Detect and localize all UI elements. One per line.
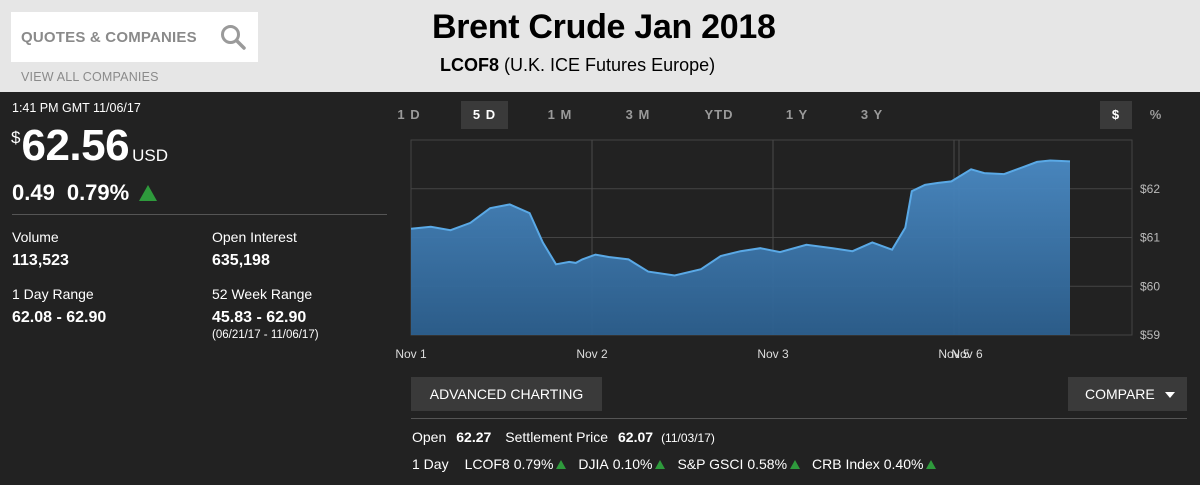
range-tab-1d[interactable]: 1 D <box>397 107 421 122</box>
settlement-date: (11/03/17) <box>661 431 715 445</box>
index-value: 0.58% <box>747 456 788 472</box>
volume-label: Volume <box>12 229 59 245</box>
x-tick-label: Nov 6 <box>951 347 983 361</box>
compare-button[interactable]: COMPARE <box>1068 377 1187 411</box>
settlement-value: 62.07 <box>618 429 654 445</box>
day-range-label: 1 Day Range <box>12 286 94 302</box>
price-value: 62.56 <box>21 121 130 170</box>
divider <box>12 214 387 215</box>
divider <box>411 418 1187 419</box>
symbol: LCOF8 <box>440 55 500 75</box>
y-axis: $62 $61 $60 $59 <box>1140 182 1160 342</box>
change-percent: 0.79% <box>66 180 130 205</box>
view-all-companies-link[interactable]: VIEW ALL COMPANIES <box>21 70 159 84</box>
settlement-label: Settlement Price <box>505 429 609 445</box>
x-tick-label: Nov 5 <box>938 347 970 361</box>
index-name: LCOF8 <box>464 456 510 472</box>
x-tick-label: Nov 3 <box>757 347 789 361</box>
day-label: 1 Day <box>412 456 449 472</box>
up-arrow-icon <box>790 459 801 469</box>
index-djia[interactable]: DJIA 0.10% <box>578 456 666 472</box>
index-name: DJIA <box>578 456 609 472</box>
advanced-charting-button[interactable]: ADVANCED CHARTING <box>411 377 602 411</box>
y-tick-label: $60 <box>1140 279 1160 293</box>
price-display: $ 62.56 USD <box>11 120 168 172</box>
chart-line <box>410 159 1071 277</box>
page-title: Brent Crude Jan 2018 <box>432 8 776 46</box>
price-currency: $ <box>11 128 21 147</box>
open-value: 62.27 <box>456 429 492 445</box>
index-name: CRB Index <box>812 456 880 472</box>
change-value: 0.49 <box>12 180 55 205</box>
index-value: 0.10% <box>612 456 653 472</box>
caret-down-icon <box>1164 392 1175 399</box>
index-value: 0.79% <box>513 456 554 472</box>
range-tab-3y[interactable]: 3 Y <box>860 107 884 122</box>
up-arrow-icon <box>139 185 158 201</box>
x-tick-label: Nov 1 <box>395 347 427 361</box>
range-tab-3m[interactable]: 3 M <box>625 107 651 122</box>
change-row: 0.49 0.79% <box>12 180 158 206</box>
week52-value: 45.83 - 62.90 <box>212 309 307 326</box>
quote-timestamp: 1:41 PM GMT 11/06/17 <box>12 101 141 115</box>
y-tick-label: $61 <box>1140 231 1160 245</box>
open-label: Open <box>412 429 447 445</box>
range-tab-1m[interactable]: 1 M <box>547 107 573 122</box>
y-tick-label: $62 <box>1140 182 1160 196</box>
search-placeholder: QUOTES & COMPANIES <box>21 28 197 46</box>
index-sp-gsci[interactable]: S&P GSCI 0.58% <box>677 456 801 472</box>
percent-toggle[interactable]: % <box>1149 107 1163 122</box>
volume-value: 113,523 <box>12 252 69 269</box>
price-unit: USD <box>132 146 168 165</box>
y-tick-label: $59 <box>1140 328 1160 342</box>
page-subtitle: LCOF8 (U.K. ICE Futures Europe) <box>440 55 715 76</box>
index-value: 0.40% <box>883 456 924 472</box>
index-name: S&P GSCI <box>677 456 744 472</box>
range-tab-ytd[interactable]: YTD <box>704 107 734 122</box>
chart-area <box>411 160 1070 335</box>
compare-label: COMPARE <box>1085 386 1155 402</box>
week52-dates: (06/21/17 - 11/06/17) <box>212 329 319 341</box>
index-comparison-row: 1 Day LCOF8 0.79% DJIA 0.10% S&P GSCI 0.… <box>412 456 948 472</box>
range-tab-5d[interactable]: 5 D <box>461 101 508 129</box>
search-icon[interactable] <box>220 24 246 50</box>
week52-label: 52 Week Range <box>212 286 313 302</box>
x-tick-label: Nov 2 <box>576 347 608 361</box>
dollar-toggle[interactable]: $ <box>1100 101 1132 129</box>
open-interest-label: Open Interest <box>212 229 297 245</box>
up-arrow-icon <box>655 459 666 469</box>
up-arrow-icon <box>556 459 567 469</box>
up-arrow-icon <box>926 459 937 469</box>
index-crb[interactable]: CRB Index 0.40% <box>812 456 937 472</box>
search-input[interactable]: QUOTES & COMPANIES <box>11 12 258 62</box>
page-header: QUOTES & COMPANIES VIEW ALL COMPANIES Br… <box>0 0 1200 92</box>
index-lcof8[interactable]: LCOF8 0.79% <box>465 456 567 472</box>
day-range-value: 62.08 - 62.90 <box>12 309 107 326</box>
open-interest-value: 635,198 <box>212 252 270 269</box>
exchange: (U.K. ICE Futures Europe) <box>504 55 716 75</box>
range-tab-1y[interactable]: 1 Y <box>785 107 809 122</box>
open-settlement-row: Open 62.27 Settlement Price 62.07 (11/03… <box>412 429 715 445</box>
